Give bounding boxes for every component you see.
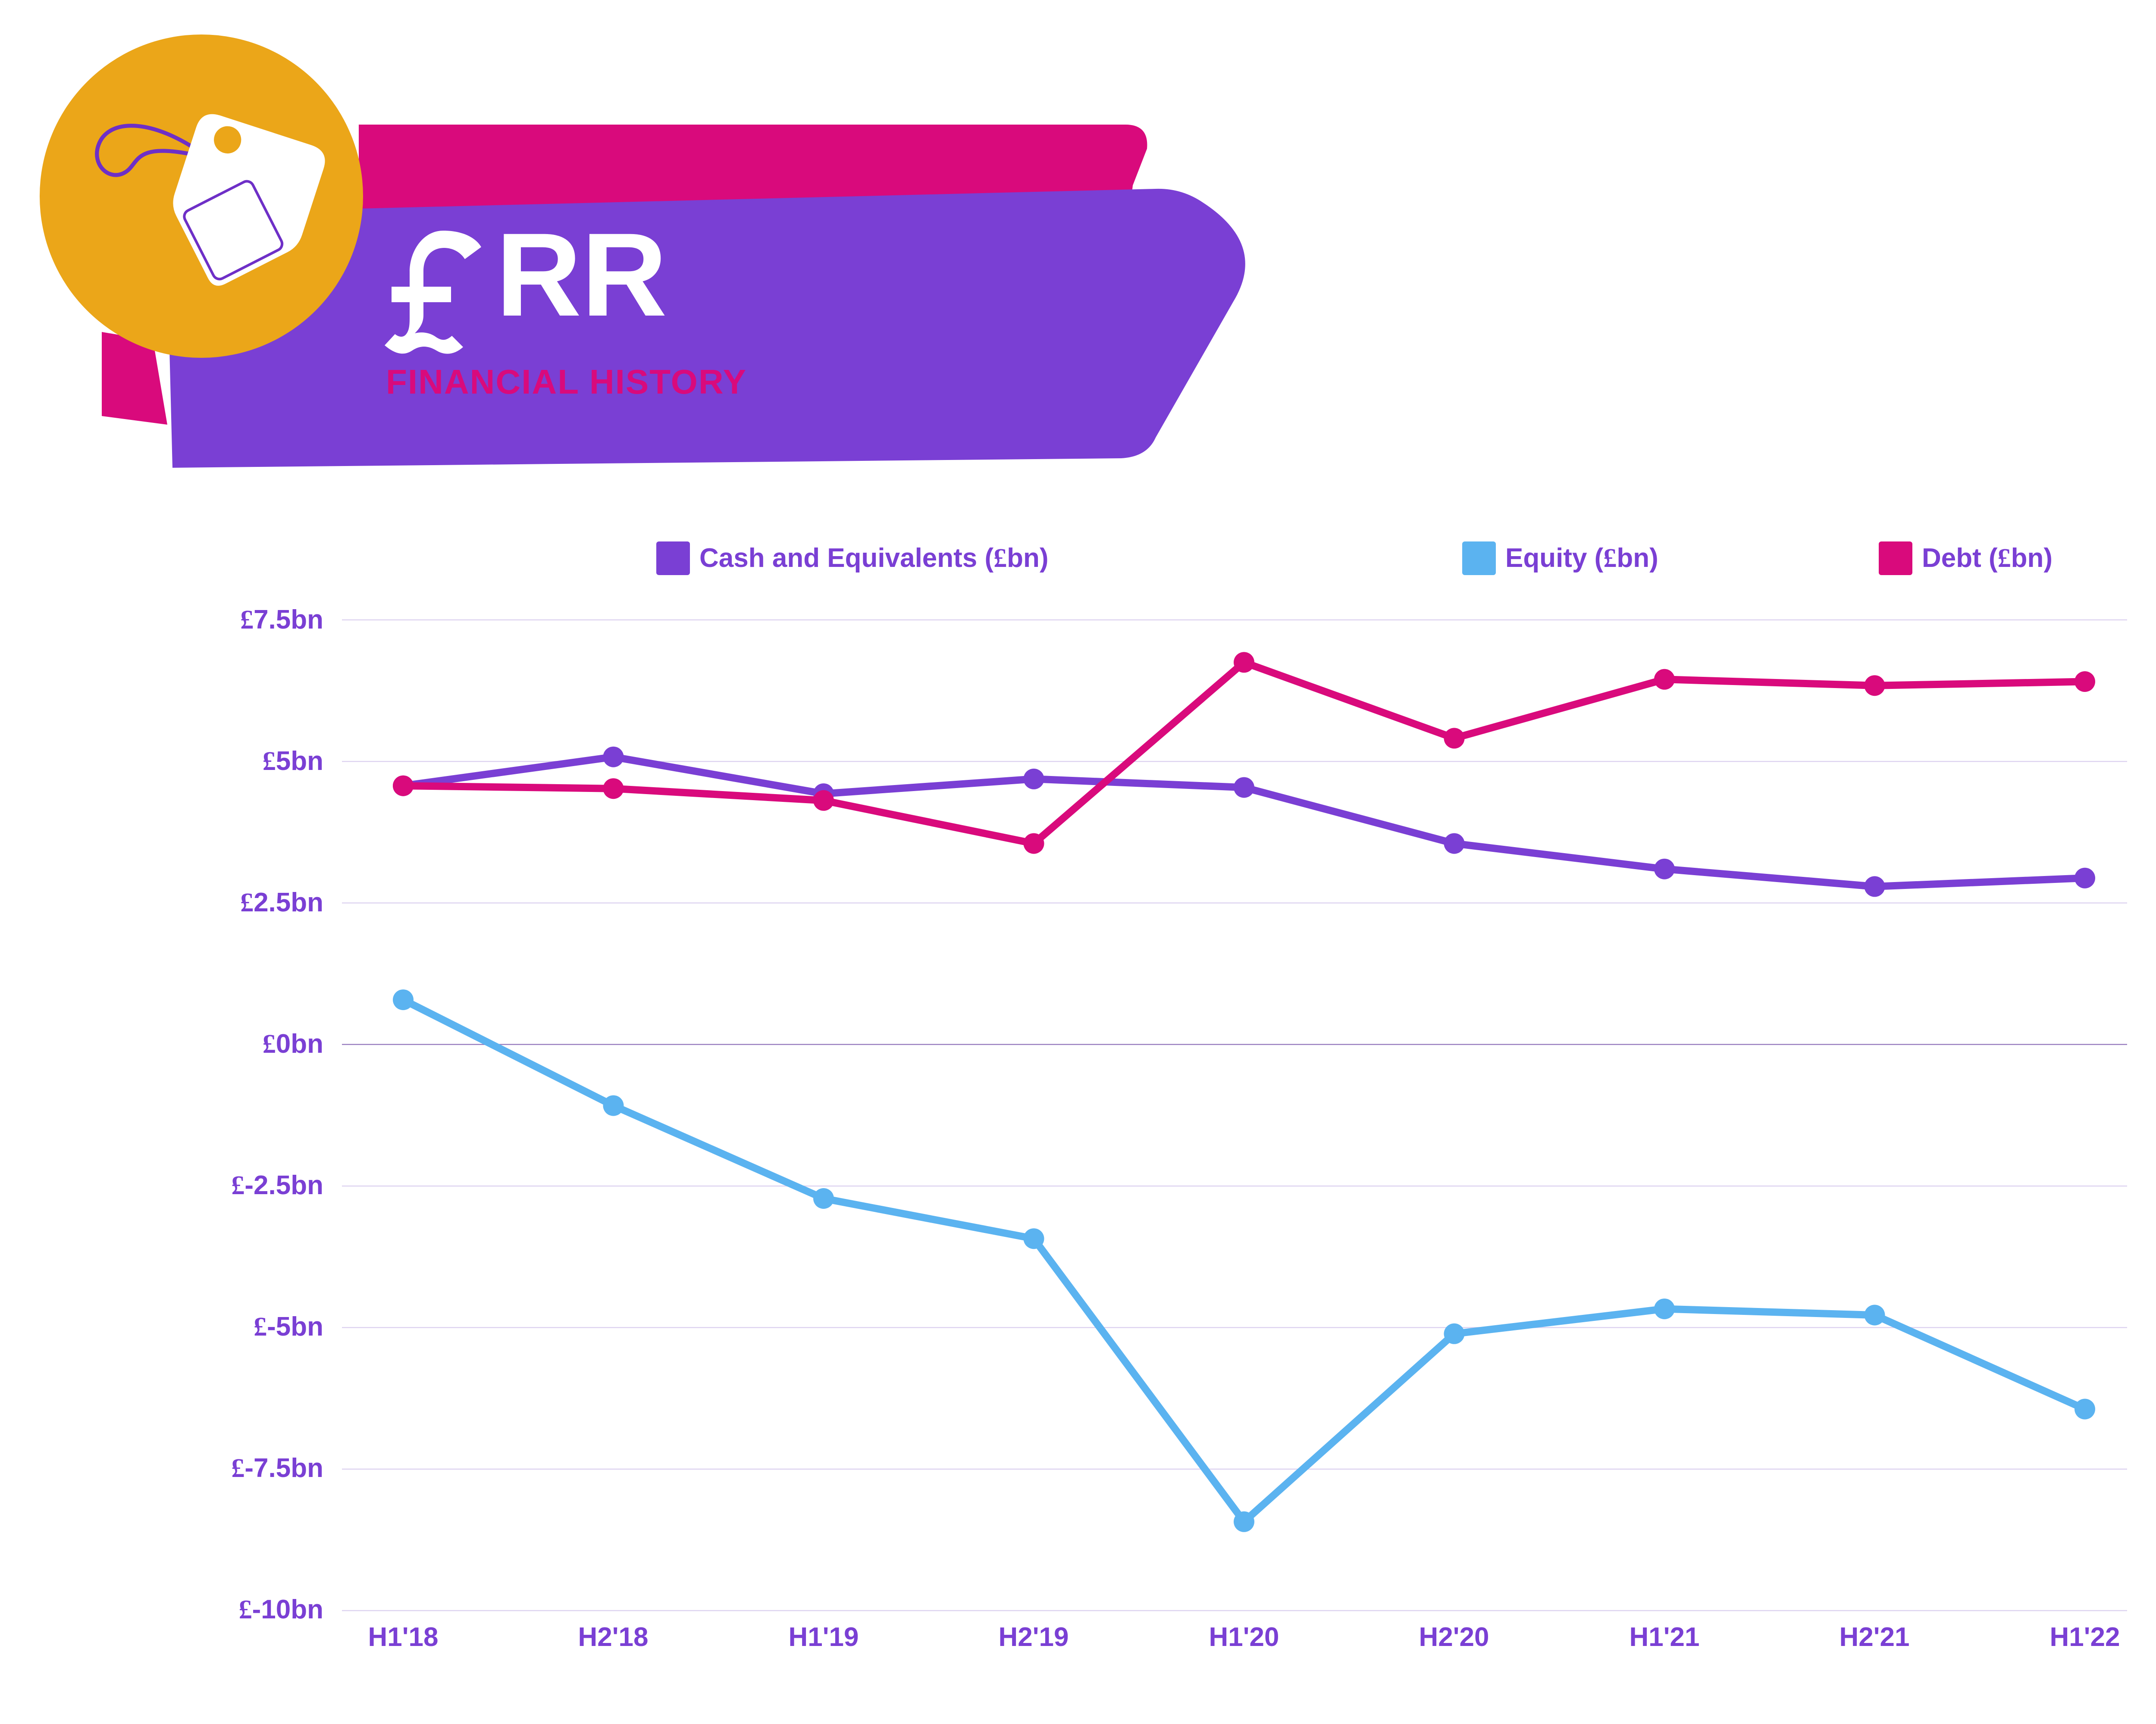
svg-text:H1'21: H1'21 bbox=[1630, 1622, 1700, 1652]
svg-text:£5bn: £5bn bbox=[263, 746, 323, 776]
svg-text:H1'18: H1'18 bbox=[368, 1622, 439, 1652]
svg-text:£7.5bn: £7.5bn bbox=[240, 605, 323, 635]
svg-text:£-2.5bn: £-2.5bn bbox=[231, 1170, 323, 1200]
svg-text:H2'19: H2'19 bbox=[999, 1622, 1069, 1652]
svg-text:H1'20: H1'20 bbox=[1209, 1622, 1279, 1652]
svg-text:H2'20: H2'20 bbox=[1419, 1622, 1489, 1652]
svg-text:H1'22: H1'22 bbox=[2050, 1622, 2120, 1652]
svg-text:£-7.5bn: £-7.5bn bbox=[231, 1453, 323, 1483]
svg-text:H2'21: H2'21 bbox=[1839, 1622, 1910, 1652]
svg-text:H2'18: H2'18 bbox=[578, 1622, 649, 1652]
svg-text:£0bn: £0bn bbox=[263, 1029, 323, 1059]
svg-text:£-5bn: £-5bn bbox=[254, 1312, 323, 1342]
svg-text:£-10bn: £-10bn bbox=[239, 1595, 323, 1624]
svg-text:H1'19: H1'19 bbox=[789, 1622, 859, 1652]
svg-text:£2.5bn: £2.5bn bbox=[240, 888, 323, 917]
